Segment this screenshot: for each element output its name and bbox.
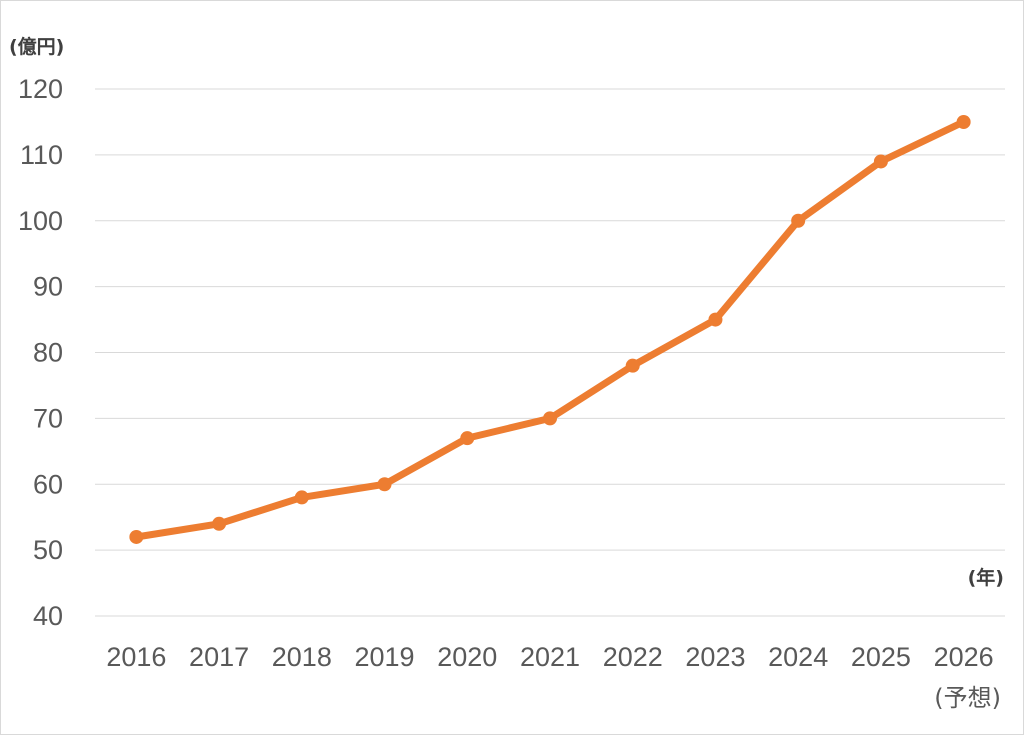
y-tick-label: 120	[18, 74, 63, 104]
data-point	[956, 114, 971, 129]
y-tick-label: 40	[33, 601, 63, 631]
x-tick-label: 2021	[520, 642, 580, 672]
data-point	[377, 477, 392, 492]
data-point	[129, 529, 144, 544]
y-tick-label: 100	[18, 206, 63, 236]
x-tick-label: 2025	[851, 642, 911, 672]
y-tick-label: 70	[33, 403, 63, 433]
series	[129, 114, 971, 544]
gridlines	[95, 88, 1005, 617]
y-axis-unit-label: (億円)	[9, 35, 64, 58]
data-point	[460, 431, 475, 446]
x-tick-label: 2016	[106, 642, 166, 672]
y-axis-ticks: 40 50 60 70 80 90 100 110 120	[18, 74, 63, 631]
data-point	[708, 312, 723, 327]
x-tick-label: 2026	[934, 642, 994, 672]
x-axis-unit-label: (年)	[968, 566, 1004, 589]
forecast-note: (予想)	[934, 684, 1001, 712]
x-tick-label: 2022	[603, 642, 663, 672]
data-point	[543, 411, 557, 426]
data-point	[791, 213, 806, 228]
x-axis-ticks: 2016 2017 2018 2019 2020 2021 2022 2023 2024 2025…	[106, 642, 993, 672]
y-tick-label: 90	[33, 272, 63, 302]
x-tick-label: 2020	[437, 642, 497, 672]
x-tick-label: 2017	[189, 642, 249, 672]
x-tick-label: 2019	[355, 642, 415, 672]
x-tick-label: 2023	[685, 642, 745, 672]
x-tick-label: 2018	[272, 642, 332, 672]
data-point	[873, 154, 888, 169]
data-point	[625, 358, 640, 373]
data-point	[294, 490, 309, 505]
x-tick-label: 2024	[768, 642, 828, 672]
data-point	[212, 516, 227, 531]
y-tick-label: 80	[33, 338, 63, 368]
y-tick-label: 110	[20, 140, 63, 170]
y-tick-label: 60	[33, 469, 63, 499]
y-tick-label: 50	[33, 535, 63, 565]
series-line	[132, 118, 968, 541]
